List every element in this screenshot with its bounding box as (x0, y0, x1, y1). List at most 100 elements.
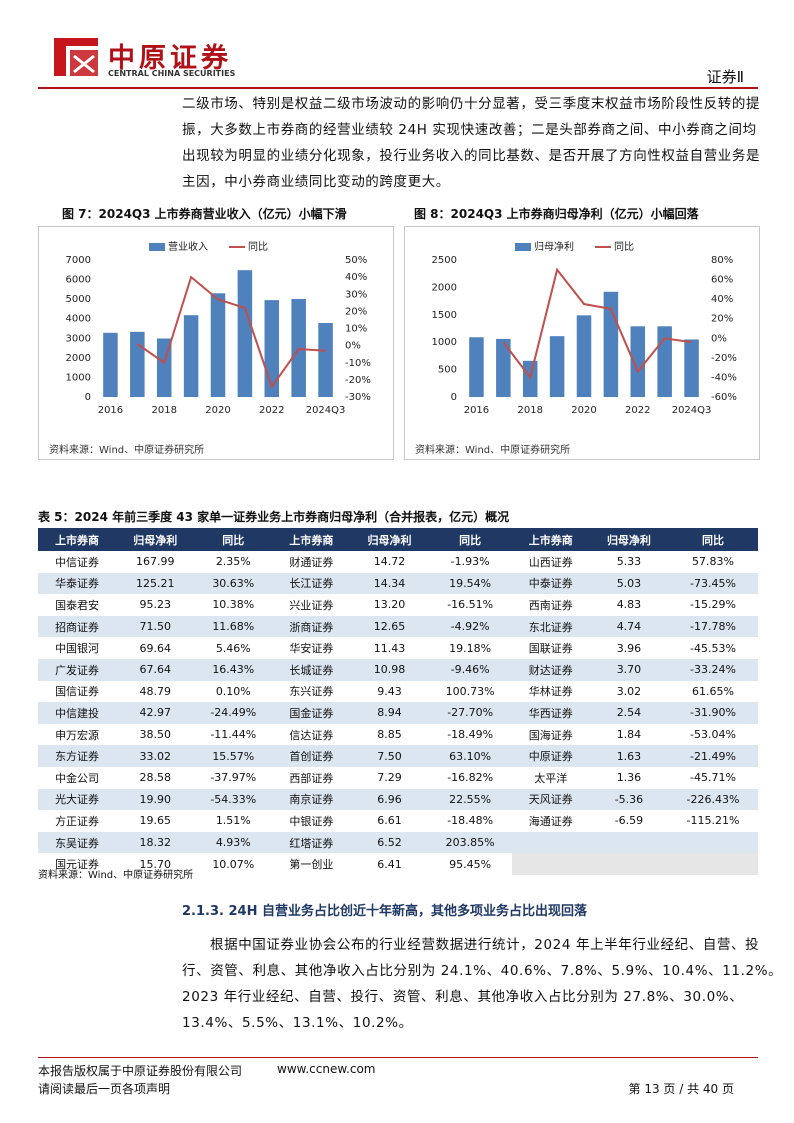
table-cell: 国信证券 (55, 685, 100, 699)
table-cell: 1.51% (215, 814, 251, 828)
table-cell: 国元证券 (55, 858, 100, 872)
x-tick-label: 2018 (151, 405, 176, 416)
table-cell: -54.33% (194, 788, 273, 811)
x-tick-label: 2022 (625, 405, 650, 416)
table-cell: -16.51% (447, 598, 494, 612)
table-cell: 西南证券 (528, 598, 573, 612)
bar (630, 326, 646, 397)
table-cell: 1.84 (616, 728, 642, 742)
table-cell: 方正证券 (55, 814, 100, 828)
y2-tick-label: -20% (345, 375, 371, 386)
table-cell: 东兴证券 (289, 685, 334, 699)
header-rule (38, 87, 758, 89)
logo-text: 中原证券 (108, 43, 232, 74)
table-cell: 长城证券 (272, 658, 351, 681)
y2-tick-label: 80% (711, 255, 733, 266)
figure-source: 资料来源：Wind、中原证券研究所 (415, 445, 571, 456)
table-cell: 167.99 (135, 555, 175, 569)
table-cell: 28.58 (139, 771, 171, 785)
table-cell: 12.65 (350, 615, 429, 638)
table-cell: 7.50 (350, 745, 429, 767)
table-cell: 8.94 (350, 702, 429, 724)
bar (130, 331, 145, 397)
bar (210, 293, 226, 397)
section-heading: 2.1.3. 24H 自营业务占比创近十年新高，其他多项业务占比出现回落 (182, 904, 587, 919)
header-cell: 归母净利 (350, 528, 429, 551)
table-cell: -18.49% (447, 728, 494, 742)
table-cell: 中金公司 (55, 771, 100, 785)
table-cell: 3.96 (616, 641, 642, 655)
empty-cell (668, 831, 758, 854)
table-cell: 61.65% (692, 684, 734, 698)
table-cell: -6.59 (614, 814, 644, 828)
header-cell: 归母净利 (589, 528, 669, 551)
table-cell: 3.70 (589, 658, 669, 681)
table-cell: -5.36 (589, 788, 669, 811)
section-body: 根据中国证券业协会公布的行业经营数据进行统计，2024 年上半年行业经纪、自营、… (182, 932, 782, 1036)
table-cell: -21.49% (668, 745, 758, 767)
y-tick-label: 3000 (66, 333, 91, 344)
y-tick-label: 2500 (432, 255, 457, 266)
url: www.ccnew.com (277, 1062, 376, 1076)
y-tick-label: 500 (438, 365, 457, 376)
table-cell: 南京证券 (272, 788, 351, 811)
table-title: 表 5：2024 年前三季度 43 家单一证券业务上市券商归母净利（合并报表，亿… (38, 510, 510, 524)
legend-label: 归母净利 (534, 240, 574, 253)
table-cell: 西部证券 (289, 771, 334, 785)
table-cell: 1.63 (589, 745, 669, 767)
table-cell: -11.44% (210, 728, 257, 742)
text-line: 出现较为明显的业绩分化现象，投行业务收入的同比基数、是否开展了方向性权益自营业务… (182, 148, 761, 164)
table-cell: -15.29% (690, 598, 736, 612)
table-cell: 30.63% (194, 572, 273, 595)
table-row: 国信证券 48.79 0.10% 东兴证券 9.43 100.73% 华林证券 3.02 61.… (38, 681, 758, 703)
x-tick-label: 2018 (517, 405, 542, 416)
section-tag: 证券Ⅱ (706, 68, 744, 86)
table-cell: 首创证券 (272, 745, 351, 767)
table-cell: 11.68% (194, 615, 273, 638)
table-cell: 海通证券 (528, 814, 573, 828)
table-cell: 华安证券 (289, 642, 334, 656)
table-cell: 华西证券 (511, 702, 590, 724)
y-tick-label: 0 (451, 392, 457, 403)
legend-label: 同比 (248, 241, 268, 253)
empty-cell (511, 831, 590, 854)
table-row: 东方证券 33.02 15.57% 首创证券 7.50 63.10% 中原证券 1.63 -21… (38, 745, 758, 767)
table-cell: 42.97 (116, 702, 195, 724)
table-cell: 4.74 (589, 615, 669, 638)
text-line: 二级市场、特别是权益二级市场波动的影响仍十分显著，受三季度末权益市场阶段性反转的… (182, 96, 761, 112)
bar (657, 326, 672, 397)
table-cell: 3.02 (616, 684, 642, 698)
chart: 0 1000 2000 3000 4000 5000 6000 7000 -30% -20% -10… (66, 240, 371, 416)
empty-cell (511, 853, 590, 875)
header-cell: 上市券商 (38, 528, 117, 551)
header-cell: 上市券商 (272, 528, 351, 551)
table-row: 广发证券 67.64 16.43% 长城证券 10.98 -9.46% 财达证券 3.70 -3… (38, 658, 758, 681)
table-cell: 华林证券 (528, 685, 573, 699)
table-cell: 长江证券 (272, 572, 351, 595)
bar (469, 337, 484, 397)
intro: 二级市场、特别是权益二级市场波动的影响仍十分显著，受三季度末权益市场阶段性反转的… (182, 91, 760, 195)
table-cell: 东方证券 (38, 745, 117, 767)
y2-tick-label: 40% (711, 294, 733, 305)
table-cell: -24.49% (194, 702, 273, 724)
table-cell: -1.93% (450, 555, 490, 569)
figure-title: 图 7：2024Q3 上市券商营业收入（亿元）小幅下滑 (62, 207, 347, 221)
table-cell: 33.02 (116, 745, 195, 767)
y2-tick-label: 50% (345, 255, 367, 266)
bar (237, 270, 253, 397)
table-cell: 2.35% (215, 555, 251, 569)
bar (496, 338, 511, 397)
table-cell: 红塔证券 (272, 831, 351, 854)
table-cell: 天风证券 (511, 788, 590, 811)
table-cell: -33.24% (668, 658, 758, 681)
table-row: 招商证券 71.50 11.68% 浙商证券 12.65 -4.92% 东北证券 4.74 -1… (38, 615, 758, 638)
footer-rule (38, 1057, 758, 1058)
x-tick-label: 2020 (205, 405, 230, 416)
empty-cell (589, 831, 669, 854)
x-tick-label: 2022 (259, 405, 284, 416)
bar (291, 298, 306, 397)
legend-swatch (515, 243, 531, 251)
header-cell: 同比 (194, 528, 273, 551)
table-cell: 14.72 (373, 555, 406, 569)
